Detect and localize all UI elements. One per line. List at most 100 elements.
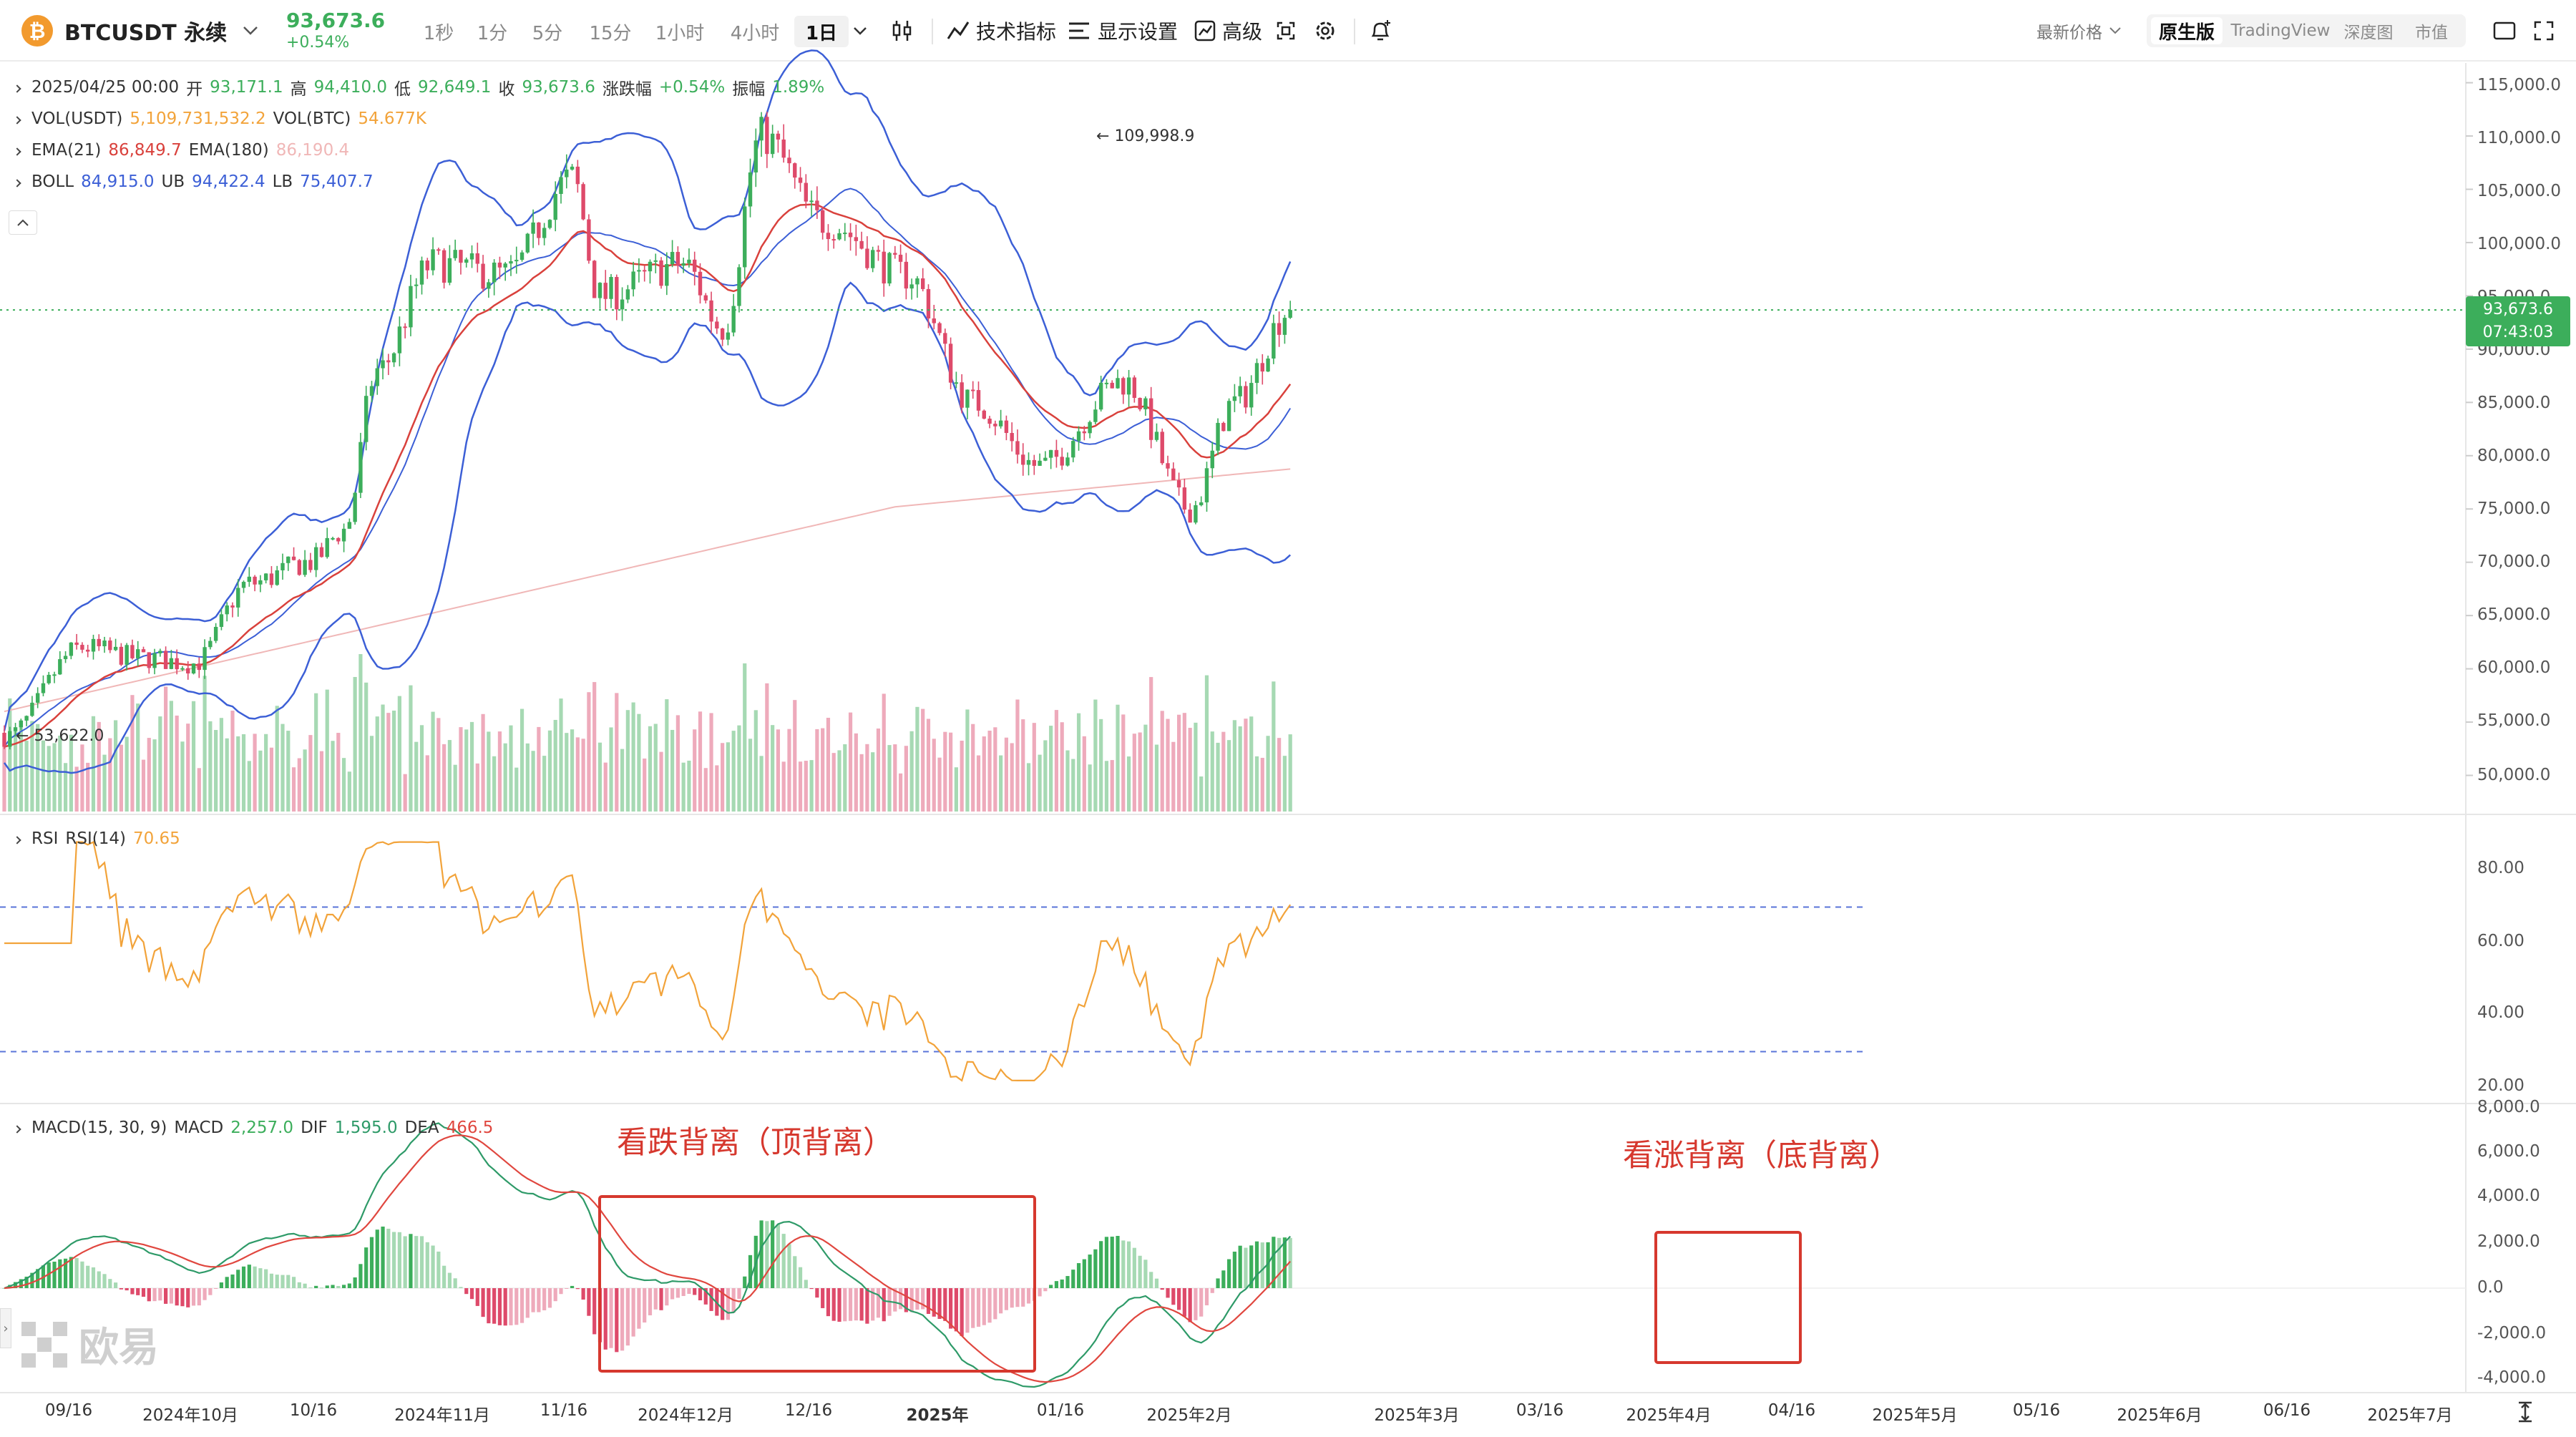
volume-bar (136, 703, 140, 812)
volume-bar (592, 682, 597, 812)
macd-histogram-bar (280, 1275, 285, 1288)
macd-histogram-bar (52, 1262, 57, 1288)
candle-body (1116, 378, 1120, 389)
candle-body (831, 239, 836, 241)
macd-histogram-bar (937, 1288, 942, 1319)
volume-bar (837, 750, 841, 812)
time-axis-label: 04/16 (1767, 1401, 1816, 1420)
price-type-selector[interactable]: 最新价格 (2036, 0, 2121, 62)
indicators-button[interactable]: 技术指标 (946, 0, 1056, 62)
close-label: 收 (498, 80, 515, 99)
volume-bar (737, 725, 741, 812)
collapse-chevron-icon[interactable] (13, 147, 21, 156)
macd-histogram-bar (1104, 1237, 1109, 1288)
macd-histogram-bar (203, 1288, 207, 1300)
candle-body (1104, 382, 1109, 384)
volume-bar (726, 742, 730, 812)
volume-bar (1154, 744, 1159, 812)
fit-height-icon (2519, 1401, 2532, 1423)
volume-bar (570, 729, 575, 812)
volume-bar (693, 729, 697, 812)
candle-body (1221, 422, 1226, 432)
macd-histogram-bar (559, 1288, 563, 1295)
candle-body (570, 166, 575, 170)
rsi-legend: RSI RSI(14) 70.65 (13, 827, 180, 850)
timeframe-1m[interactable]: 1分 (477, 22, 508, 44)
volume-bar (308, 735, 313, 812)
time-axis-label: 2024年12月 (638, 1406, 733, 1425)
macd-histogram-bar (247, 1265, 251, 1288)
timeframe-1s[interactable]: 1秒 (423, 22, 454, 44)
low-extreme-label: ← 53,622.0 (16, 727, 104, 745)
candle-body (865, 248, 869, 268)
timeframe-1d[interactable]: 1日 (794, 16, 849, 47)
candle-body (353, 492, 357, 522)
timeframe-4h[interactable]: 4小时 (730, 22, 780, 44)
volume-bar (80, 744, 84, 812)
high-label: 高 (290, 80, 307, 99)
volume-bar (659, 751, 663, 812)
boll-label: BOLL (31, 172, 74, 191)
price-axis-label: 75,000.0 (2477, 500, 2551, 518)
candle-body (1277, 323, 1282, 335)
macd-histogram-bar (1176, 1288, 1181, 1310)
macd-histogram-bar (91, 1267, 96, 1288)
candle-body (759, 117, 763, 141)
candle-body (932, 318, 936, 323)
chevron-down-icon[interactable] (243, 26, 258, 36)
view-tradingview[interactable]: TradingView (2230, 21, 2331, 40)
volume-bar (1015, 699, 1020, 812)
sidebar-toggle[interactable]: › (0, 1308, 11, 1348)
macd-histogram-bar (2, 1288, 6, 1289)
macd-axis-label: 6,000.0 (2477, 1142, 2540, 1161)
collapse-legend-button[interactable] (9, 210, 37, 235)
candle-body (1071, 441, 1075, 458)
macd-histogram-bar (893, 1288, 897, 1312)
volume-bar (286, 731, 291, 812)
volume-bar (203, 676, 207, 812)
candle-body (1288, 310, 1292, 318)
view-native[interactable]: 原生版 (2151, 17, 2223, 44)
candle-body (219, 614, 224, 627)
volume-bar (937, 757, 942, 812)
axis-scale-button[interactable] (2514, 1400, 2536, 1424)
collapse-chevron-icon[interactable] (13, 84, 21, 93)
collapse-chevron-icon[interactable] (13, 836, 21, 844)
volume-bar (314, 693, 318, 812)
low-value: 92,649.1 (418, 78, 492, 97)
dea-label: DEA (404, 1119, 439, 1137)
macd-histogram-bar (737, 1288, 741, 1299)
timeframe-15m[interactable]: 15分 (589, 22, 632, 44)
collapse-chevron-icon[interactable] (13, 116, 21, 125)
time-axis-label: 2025年7月 (2367, 1406, 2453, 1425)
macd-histogram-bar (358, 1264, 363, 1288)
advanced-button[interactable]: 高级 (1194, 0, 1262, 62)
settings-button[interactable] (1314, 0, 1337, 62)
close-value: 93,673.6 (522, 78, 595, 97)
volume-bar (721, 743, 725, 812)
symbol-selector[interactable]: ₿ BTCUSDT 永续 (21, 0, 258, 62)
volume-bar (1004, 737, 1008, 812)
candle-body (403, 326, 407, 328)
layout-button[interactable] (2493, 0, 2516, 62)
timeframe-more-dropdown[interactable] (853, 0, 867, 62)
candle-body (1260, 363, 1264, 372)
view-market-cap[interactable]: 市值 (2415, 24, 2448, 42)
display-settings-button[interactable]: 显示设置 (1068, 0, 1178, 62)
macd-histogram-bar (1204, 1288, 1209, 1305)
screenshot-button[interactable] (1275, 0, 1297, 62)
collapse-chevron-icon[interactable] (13, 179, 21, 187)
alert-button[interactable] (1368, 0, 1392, 62)
view-depth[interactable]: 深度图 (2343, 24, 2394, 42)
macd-histogram-bar (241, 1266, 246, 1288)
chart-type-button[interactable] (890, 0, 914, 62)
candle-body (653, 260, 658, 262)
collapse-chevron-icon[interactable] (13, 1125, 21, 1134)
timeframe-1h[interactable]: 1小时 (655, 22, 705, 44)
candle-body (475, 253, 479, 264)
timeframe-5m[interactable]: 5分 (532, 22, 563, 44)
fullscreen-button[interactable] (2533, 0, 2555, 62)
candle-body (1132, 377, 1137, 399)
macd-histogram-bar (403, 1236, 407, 1288)
